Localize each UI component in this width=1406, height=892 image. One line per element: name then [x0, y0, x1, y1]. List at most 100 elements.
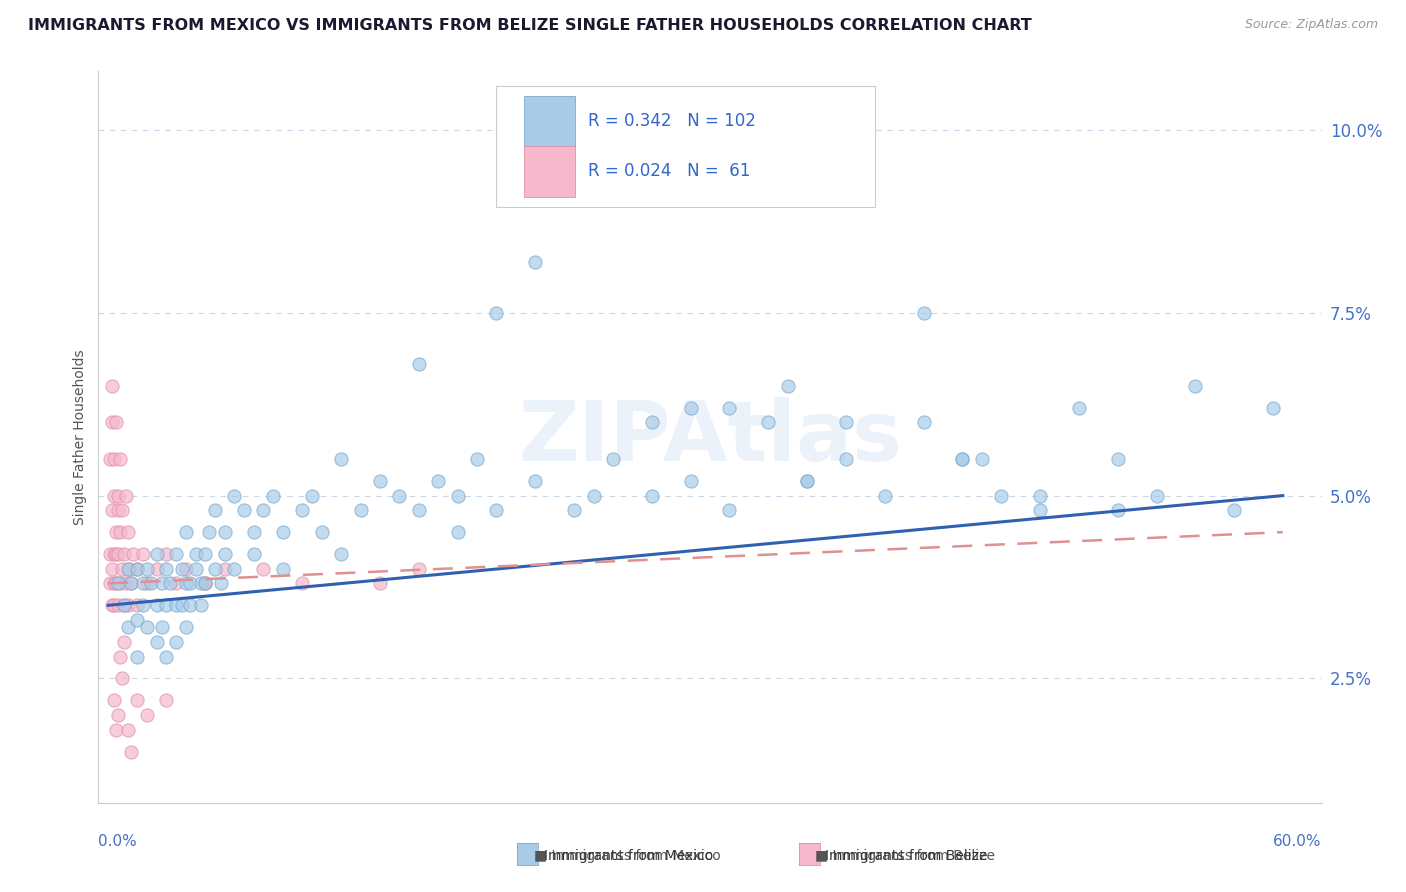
Point	[291, 503, 314, 517]
Point	[165, 599, 187, 613]
Point	[155, 547, 177, 561]
Point	[103, 576, 125, 591]
Point	[252, 503, 274, 517]
Point	[194, 576, 217, 591]
Text: 60.0%: 60.0%	[1274, 834, 1322, 849]
Text: Immigrants from Belize: Immigrants from Belize	[825, 849, 988, 863]
Point	[145, 562, 167, 576]
Point	[114, 576, 136, 591]
Point	[214, 562, 236, 576]
Point	[132, 599, 155, 613]
Point	[1184, 379, 1206, 393]
Point	[796, 474, 818, 488]
Point	[179, 599, 201, 613]
Point	[233, 503, 256, 517]
Point	[103, 693, 125, 707]
Point	[170, 562, 193, 576]
Point	[446, 525, 468, 540]
Point	[718, 503, 741, 517]
Point	[114, 489, 136, 503]
Point	[368, 576, 391, 591]
Point	[107, 489, 129, 503]
Point	[117, 599, 139, 613]
Point	[107, 576, 129, 591]
Point	[145, 599, 167, 613]
Point	[796, 474, 818, 488]
Point	[1029, 503, 1052, 517]
Point	[873, 489, 896, 503]
Point	[524, 254, 547, 268]
Point	[179, 576, 201, 591]
Point	[139, 576, 162, 591]
Point	[108, 649, 131, 664]
Point	[117, 562, 139, 576]
Point	[127, 562, 149, 576]
Point	[132, 547, 155, 561]
Point	[427, 474, 450, 488]
Point	[107, 547, 129, 561]
Point	[111, 562, 134, 576]
Point	[107, 708, 129, 723]
FancyBboxPatch shape	[496, 86, 875, 207]
Point	[111, 503, 134, 517]
Point	[127, 693, 149, 707]
Point	[388, 489, 411, 503]
Point	[103, 452, 125, 467]
Point	[98, 547, 121, 561]
Point	[107, 503, 129, 517]
Point	[136, 576, 159, 591]
Point	[101, 416, 124, 430]
Point	[108, 452, 131, 467]
Point	[152, 620, 174, 634]
Point	[174, 525, 197, 540]
Point	[145, 635, 167, 649]
Point	[582, 489, 605, 503]
Point	[1223, 503, 1246, 517]
Point	[190, 599, 212, 613]
Text: IMMIGRANTS FROM MEXICO VS IMMIGRANTS FROM BELIZE SINGLE FATHER HOUSEHOLDS CORREL: IMMIGRANTS FROM MEXICO VS IMMIGRANTS FRO…	[28, 18, 1032, 33]
Point	[155, 693, 177, 707]
Point	[101, 562, 124, 576]
Text: ZIPAtlas: ZIPAtlas	[517, 397, 903, 477]
Point	[209, 576, 232, 591]
Point	[835, 416, 858, 430]
Point	[104, 723, 127, 737]
Point	[174, 576, 197, 591]
Text: R = 0.024   N =  61: R = 0.024 N = 61	[588, 162, 749, 180]
Point	[990, 489, 1012, 503]
Point	[112, 599, 135, 613]
Point	[718, 401, 741, 415]
Text: 0.0%: 0.0%	[98, 834, 138, 849]
Point	[101, 599, 124, 613]
Point	[485, 503, 508, 517]
Point	[159, 576, 181, 591]
Point	[127, 562, 149, 576]
Point	[194, 576, 217, 591]
Point	[756, 416, 779, 430]
Point	[136, 620, 159, 634]
Point	[145, 547, 167, 561]
Point	[127, 613, 149, 627]
Point	[98, 576, 121, 591]
Point	[1107, 503, 1129, 517]
Point	[242, 525, 264, 540]
Text: ■ Immigrants from Mexico: ■ Immigrants from Mexico	[534, 849, 721, 863]
Point	[262, 489, 284, 503]
Point	[127, 649, 149, 664]
Point	[1067, 401, 1090, 415]
Y-axis label: Single Father Households: Single Father Households	[73, 350, 87, 524]
Point	[120, 576, 142, 591]
Point	[184, 562, 207, 576]
Point	[242, 547, 264, 561]
Text: Source: ZipAtlas.com: Source: ZipAtlas.com	[1244, 18, 1378, 31]
Point	[104, 525, 127, 540]
Text: Immigrants from Mexico: Immigrants from Mexico	[544, 849, 713, 863]
Point	[107, 599, 129, 613]
Point	[155, 649, 177, 664]
Point	[602, 452, 624, 467]
Point	[1029, 489, 1052, 503]
Point	[101, 503, 124, 517]
Point	[301, 489, 323, 503]
Point	[349, 503, 371, 517]
Point	[224, 562, 246, 576]
